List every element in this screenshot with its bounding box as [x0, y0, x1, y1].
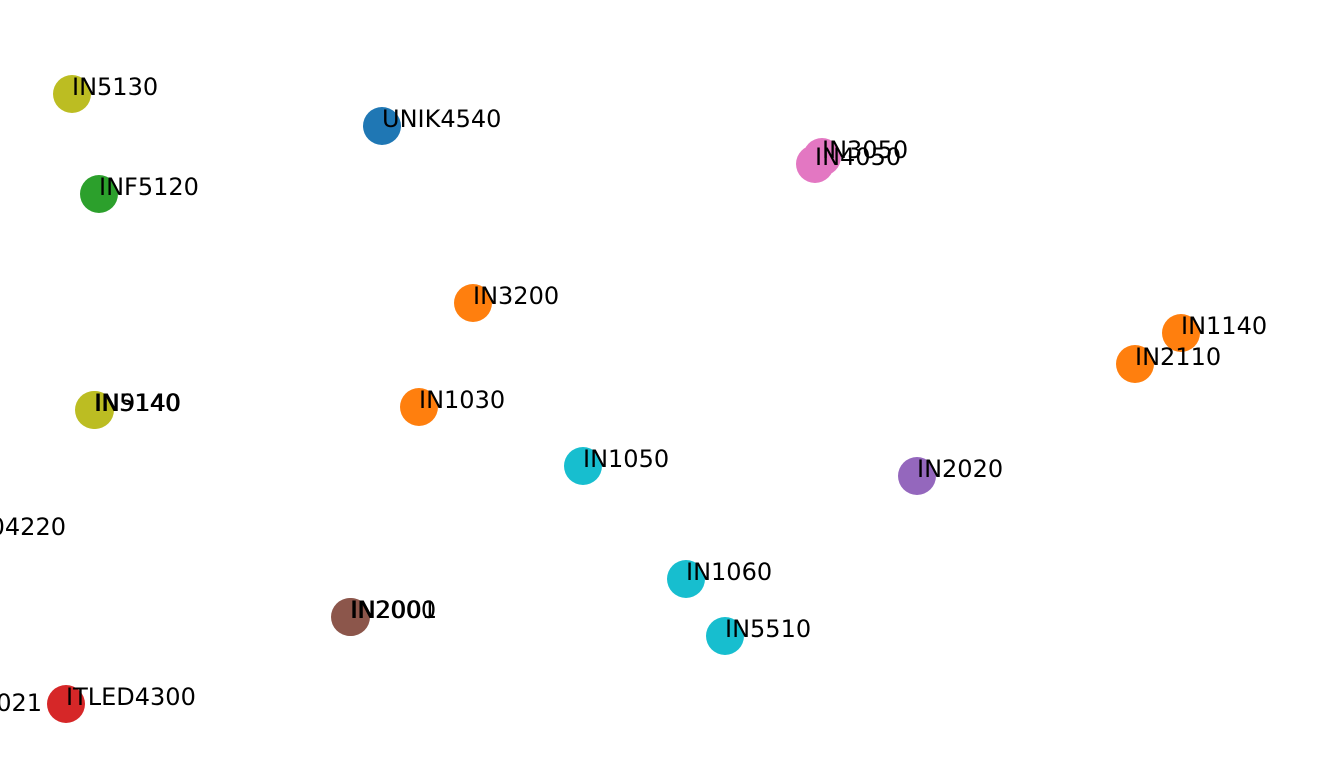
scatter-point	[363, 107, 401, 145]
point-label: UNIK4540	[382, 105, 501, 133]
scatter-point	[898, 457, 936, 495]
point-label: IN5130	[72, 73, 158, 101]
points-layer	[47, 75, 1200, 723]
scatter-point	[706, 617, 744, 655]
point-label: IN1050	[583, 445, 669, 473]
scatter-point	[796, 145, 834, 183]
scatter-point	[80, 175, 118, 213]
scatter-point	[1162, 314, 1200, 352]
scatter-point	[400, 388, 438, 426]
scatter-point	[47, 685, 85, 723]
scatter-point	[1116, 345, 1154, 383]
point-label: IN2110	[1135, 343, 1221, 371]
point-label: INF5120	[99, 173, 199, 201]
cropped-point-label: 021	[0, 689, 42, 717]
point-label: IN1140	[1181, 312, 1267, 340]
point-label: IN1060	[686, 558, 772, 586]
point-label: IN2000	[350, 596, 436, 624]
scatter-point	[564, 447, 602, 485]
point-label: IN1030	[419, 386, 505, 414]
scatter-point	[76, 391, 114, 429]
scatter-point	[667, 560, 705, 598]
point-label: IN9140	[95, 389, 181, 417]
point-label: IN2001	[351, 596, 437, 624]
point-label: IN2020	[917, 455, 1003, 483]
point-label: IN3200	[473, 282, 559, 310]
point-label: IN5140	[94, 389, 180, 417]
point-label: IN4050	[815, 143, 901, 171]
point-label: ITLED4300	[66, 683, 196, 711]
point-label: IN3050	[822, 136, 908, 164]
scatter-point	[454, 284, 492, 322]
scatter-point	[53, 75, 91, 113]
scatter-point	[332, 598, 370, 636]
point-label: IN5510	[725, 615, 811, 643]
